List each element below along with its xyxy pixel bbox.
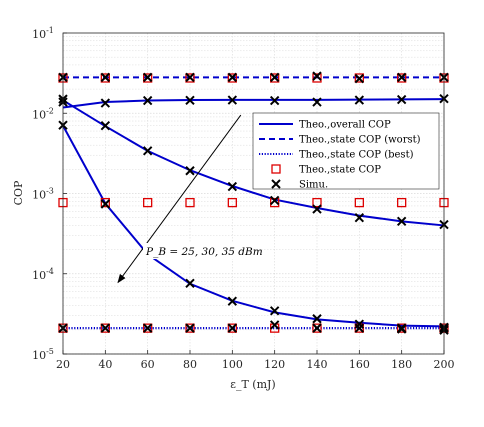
simu-marker-27 <box>354 212 365 223</box>
legend-swatch-3 <box>271 164 281 174</box>
simu-marker-16 <box>312 97 322 107</box>
y-tick-label-3: 10-2 <box>32 106 54 121</box>
x-tick-label-5: 120 <box>264 358 285 371</box>
x-tick-label-0: 20 <box>56 358 70 371</box>
simu-marker-24 <box>227 181 238 192</box>
simu-marker-22 <box>142 146 153 156</box>
simu-marker-6 <box>312 71 322 81</box>
state-cop-marker-6 <box>312 73 322 83</box>
x-tick-label-9: 200 <box>434 358 455 371</box>
simu-marker-41 <box>100 323 111 333</box>
legend-label-2: Theo.,state COP (best) <box>299 150 414 161</box>
simu-marker-42 <box>142 323 153 333</box>
series-lines <box>62 76 445 330</box>
tick-labels: 20 40 60 80 100 120 140 160 180 200 10-5 10-4 10-3 10… <box>32 26 454 371</box>
simu-marker-3 <box>185 72 195 83</box>
simu-marker-28 <box>396 216 407 227</box>
legend: Theo.,overall COP Theo.,state COP (worst)… <box>252 112 440 191</box>
state-cop-marker-23 <box>185 323 195 333</box>
state-cop-marker-21 <box>100 323 110 333</box>
state-cop-marker-17 <box>354 197 364 208</box>
x-tick-label-7: 160 <box>349 358 370 371</box>
pb-label-bg <box>143 243 260 259</box>
simu-marker-7 <box>354 73 365 84</box>
simu-marker-25 <box>269 195 280 206</box>
simu-marker-15 <box>269 95 280 106</box>
x-tick-label-4: 100 <box>222 358 243 371</box>
series-line-2 <box>62 125 445 328</box>
simu-marker-11 <box>100 98 111 108</box>
state-cop-marker-22 <box>143 323 153 333</box>
state-cop-marker-12 <box>143 197 153 208</box>
state-cop-marker-5 <box>270 73 280 83</box>
y-axis-label: COP <box>12 180 25 205</box>
x-tick-label-1: 40 <box>98 358 112 371</box>
simu-marker-26 <box>312 204 322 214</box>
simu-marker-35 <box>269 306 280 316</box>
state-cop-marker-18 <box>397 197 407 208</box>
state-cop-marker-15 <box>270 197 280 208</box>
state-cop-marker-7 <box>354 73 364 83</box>
pb-arrow <box>117 114 242 284</box>
legend-label-3: Theo.,state COP <box>299 165 381 176</box>
legend-swatch-4 <box>271 179 281 189</box>
state-cop-marker-3 <box>185 73 195 83</box>
simu-marker-8 <box>396 72 407 83</box>
legend-label-1: Theo.,state COP (worst) <box>299 135 421 146</box>
legend-label-4: Simu. <box>299 180 328 191</box>
simu-marker-47 <box>354 323 365 333</box>
state-cop-marker-26 <box>312 323 322 333</box>
state-cop-marker-13 <box>185 197 195 208</box>
simu-marker-5 <box>269 72 280 83</box>
state-cop-marker-11 <box>100 197 110 208</box>
simu-marker-48 <box>396 323 407 333</box>
simu-marker-36 <box>312 314 322 324</box>
state-cop-marker-14 <box>227 197 237 208</box>
simu-marker-34 <box>227 296 238 306</box>
simu-marker-13 <box>185 95 195 106</box>
state-cop-marker-28 <box>397 323 407 333</box>
series-line-0 <box>62 98 445 109</box>
legend-box <box>252 112 440 190</box>
simu-marker-44 <box>227 323 238 333</box>
y-tick-label-0: 10-5 <box>32 347 54 362</box>
state-cop-marker-2 <box>143 73 153 83</box>
x-tick-label-6: 140 <box>307 358 328 371</box>
simu-marker-12 <box>142 95 153 106</box>
simu-marker-33 <box>185 278 195 289</box>
simu-marker-17 <box>354 95 365 105</box>
state-cop-marker-1 <box>100 73 110 83</box>
state-cop-marker-16 <box>312 197 322 208</box>
x-tick-label-2: 60 <box>141 358 155 371</box>
series-line-1 <box>62 99 445 227</box>
state-cop-marker-4 <box>227 73 237 83</box>
simu-marker-1 <box>100 72 111 83</box>
simu-marker-23 <box>185 166 195 176</box>
simu-marker-21 <box>100 120 111 131</box>
pb-annotation-label: P_B = 25, 30, 35 dBm <box>145 246 263 258</box>
simu-marker-2 <box>142 72 153 83</box>
state-cop-marker-24 <box>227 323 237 333</box>
simu-marker-18 <box>396 94 407 105</box>
pb-annotation: P_B = 25, 30, 35 dBm <box>117 114 263 284</box>
x-tick-label-8: 180 <box>391 358 412 371</box>
y-tick-label-2: 10-3 <box>32 187 54 202</box>
y-tick-label-4: 10-1 <box>32 26 54 41</box>
simu-marker-45 <box>269 320 280 330</box>
legend-label-0: Theo.,overall COP <box>299 120 391 131</box>
simu-marker-43 <box>185 323 195 333</box>
simu-marker-4 <box>227 72 238 83</box>
simu-marker-46 <box>312 323 322 333</box>
simu-marker-14 <box>227 95 238 105</box>
x-axis-label: ε_T (mJ) <box>230 378 275 391</box>
state-cop-marker-8 <box>397 73 407 83</box>
x-tick-label-3: 80 <box>183 358 197 371</box>
simu-marker-31 <box>100 199 111 209</box>
y-tick-label-1: 10-4 <box>32 267 54 282</box>
